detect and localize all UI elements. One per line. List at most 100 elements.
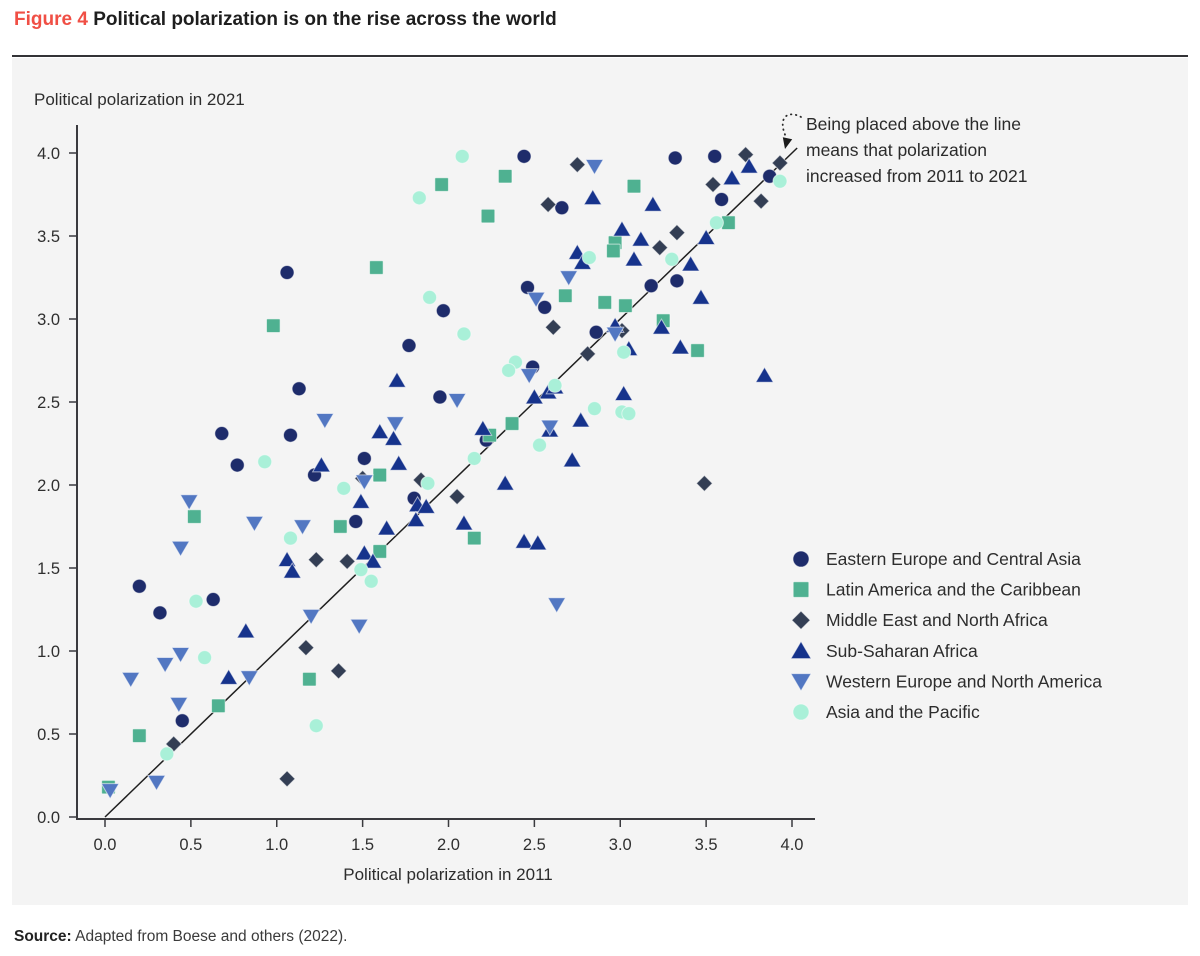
point-sub-saharan-africa (722, 168, 742, 186)
legend-label: Latin America and the Caribbean (826, 580, 1081, 600)
point-latin-america-and-the-caribbean (211, 698, 226, 714)
point-latin-america-and-the-caribbean (597, 295, 613, 310)
point-western-europe-and-north-america (540, 419, 560, 437)
figure-title: Political polarization is on the rise ac… (93, 9, 557, 30)
point-middle-east-and-north-africa (668, 223, 686, 242)
point-sub-saharan-africa (691, 288, 711, 305)
point-eastern-europe-and-central-asia (432, 389, 448, 405)
annotation-line-2: means that polarization (806, 140, 987, 160)
point-latin-america-and-the-caribbean (497, 168, 513, 184)
point-asia-and-the-pacific (308, 718, 324, 734)
header-divider (12, 55, 1188, 57)
point-latin-america-and-the-caribbean (372, 467, 388, 483)
x-tick-label: 1.5 (351, 836, 374, 854)
legend-marker (790, 673, 812, 692)
point-latin-america-and-the-caribbean (690, 343, 705, 358)
y-tick-label: 0.0 (37, 809, 60, 827)
point-latin-america-and-the-caribbean (434, 177, 449, 192)
point-asia-and-the-pacific (420, 475, 436, 491)
legend-label: Sub-Saharan Africa (826, 641, 978, 661)
point-middle-east-and-north-africa (297, 638, 315, 657)
x-tick-label: 3.5 (695, 836, 718, 854)
point-eastern-europe-and-central-asia (214, 426, 230, 442)
point-eastern-europe-and-central-asia (279, 265, 295, 281)
point-eastern-europe-and-central-asia (643, 278, 659, 294)
x-tick-label: 1.0 (265, 836, 288, 854)
point-western-europe-and-north-america (354, 474, 375, 491)
annotation: Being placed above the line means that p… (806, 111, 1027, 189)
point-sub-saharan-africa (583, 188, 603, 206)
point-eastern-europe-and-central-asia (282, 427, 298, 443)
y-tick-label: 1.0 (37, 643, 60, 661)
chart-panel (12, 58, 1188, 905)
y-tick-label: 0.5 (37, 726, 60, 744)
point-asia-and-the-pacific (454, 148, 470, 164)
point-latin-america-and-the-caribbean (302, 671, 317, 687)
point-eastern-europe-and-central-asia (356, 450, 372, 466)
point-eastern-europe-and-central-asia (669, 273, 685, 289)
point-sub-saharan-africa (376, 518, 397, 536)
point-sub-saharan-africa (680, 255, 701, 272)
point-asia-and-the-pacific (581, 250, 597, 266)
point-middle-east-and-north-africa (736, 145, 755, 164)
point-sub-saharan-africa (389, 454, 409, 471)
point-middle-east-and-north-africa (448, 487, 466, 506)
point-sub-saharan-africa (354, 543, 375, 561)
point-sub-saharan-africa (387, 371, 407, 388)
legend-marker (792, 581, 810, 598)
x-tick-label: 2.0 (437, 836, 460, 854)
point-asia-and-the-pacific (547, 377, 563, 393)
point-western-europe-and-north-america (179, 494, 199, 511)
point-eastern-europe-and-central-asia (348, 514, 364, 530)
point-asia-and-the-pacific (282, 530, 298, 546)
legend-label: Asia and the Pacific (826, 702, 980, 722)
point-asia-and-the-pacific (466, 450, 482, 466)
annotation-line-1: Being placed above the line (806, 114, 1022, 134)
point-western-europe-and-north-america (292, 519, 313, 536)
point-western-europe-and-north-america (244, 515, 265, 533)
point-eastern-europe-and-central-asia (516, 148, 532, 164)
point-sub-saharan-africa (406, 510, 426, 528)
point-middle-east-and-north-africa (704, 175, 722, 194)
point-latin-america-and-the-caribbean (626, 178, 642, 194)
point-latin-america-and-the-caribbean (466, 530, 482, 546)
point-asia-and-the-pacific (363, 573, 379, 589)
source-prefix: Source: (14, 928, 72, 945)
point-asia-and-the-pacific (501, 362, 517, 378)
point-latin-america-and-the-caribbean (504, 416, 520, 431)
point-sub-saharan-africa (383, 429, 404, 446)
point-middle-east-and-north-africa (544, 318, 562, 337)
point-western-europe-and-north-america (584, 158, 605, 176)
point-middle-east-and-north-africa (539, 195, 557, 214)
point-sub-saharan-africa (739, 157, 759, 174)
point-asia-and-the-pacific (708, 215, 724, 231)
point-latin-america-and-the-caribbean (480, 208, 496, 224)
point-latin-america-and-the-caribbean (266, 318, 281, 333)
point-asia-and-the-pacific (353, 562, 369, 578)
point-latin-america-and-the-caribbean (187, 509, 202, 524)
point-asia-and-the-pacific (532, 437, 548, 453)
point-eastern-europe-and-central-asia (435, 303, 451, 319)
point-asia-and-the-pacific (159, 746, 175, 762)
point-asia-and-the-pacific (257, 454, 273, 470)
point-sub-saharan-africa (236, 621, 256, 639)
point-eastern-europe-and-central-asia (152, 605, 168, 621)
y-axis-title: Political polarization in 2021 (34, 90, 245, 109)
point-sub-saharan-africa (612, 220, 632, 237)
point-eastern-europe-and-central-asia (229, 457, 245, 473)
point-sub-saharan-africa (524, 387, 545, 405)
legend-marker (791, 610, 811, 631)
point-sub-saharan-africa (311, 455, 332, 473)
point-latin-america-and-the-caribbean (369, 260, 384, 275)
point-sub-saharan-africa (631, 230, 651, 247)
point-middle-east-and-north-africa (771, 154, 789, 172)
point-sub-saharan-africa (351, 492, 371, 509)
legend-marker (790, 640, 812, 660)
x-axis-title: Political polarization in 2011 (343, 865, 553, 884)
point-sub-saharan-africa (282, 562, 302, 579)
annotation-line-3: increased from 2011 to 2021 (806, 166, 1028, 186)
point-middle-east-and-north-africa (695, 474, 714, 493)
legend-marker (792, 550, 810, 568)
x-tick-label: 0.5 (179, 836, 202, 854)
y-tick-label: 2.0 (37, 477, 60, 495)
